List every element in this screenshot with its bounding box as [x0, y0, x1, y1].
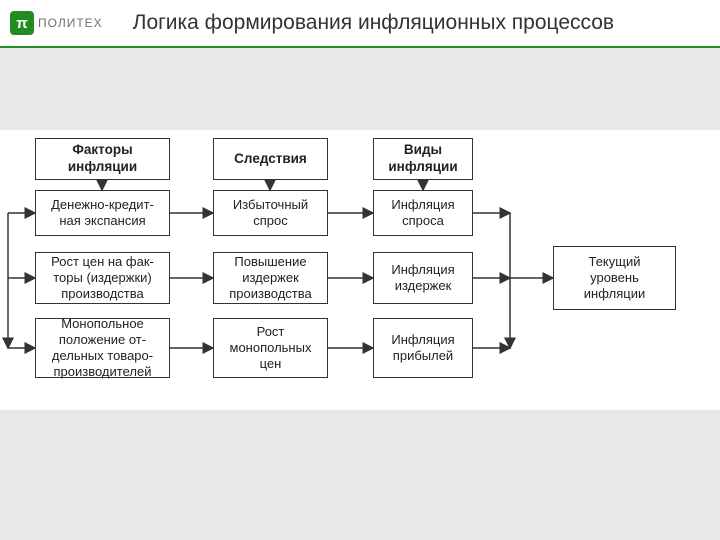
node-factor-costs: Рост цен на фак-торы (издержки)производс…	[35, 252, 170, 304]
node-current-inflation: Текущийуровеньинфляции	[553, 246, 676, 310]
node-factors-header: Факторы инфляции	[35, 138, 170, 180]
page-title: Логика формирования инфляционных процесс…	[133, 11, 614, 35]
node-conseq-monopoly: Ростмонопольныхцен	[213, 318, 328, 378]
node-conseq-costs: Повышениеиздержекпроизводства	[213, 252, 328, 304]
page-header: π ПОЛИТЕХ Логика формирования инфляционн…	[0, 0, 720, 48]
logo-text: ПОЛИТЕХ	[38, 16, 103, 30]
node-factor-monetary: Денежно-кредит-ная экспансия	[35, 190, 170, 236]
logo-pi-icon: π	[10, 11, 34, 35]
node-factor-monopoly: Монопольноеположение от-дельных товаро-п…	[35, 318, 170, 378]
node-type-profits: Инфляцияприбылей	[373, 318, 473, 378]
logo: π ПОЛИТЕХ	[10, 11, 103, 35]
node-type-costs: Инфляцияиздержек	[373, 252, 473, 304]
node-types-header: Виды инфляции	[373, 138, 473, 180]
node-conseq-demand: Избыточныйспрос	[213, 190, 328, 236]
diagram-panel: Факторы инфляции Следствия Виды инфляции…	[0, 130, 720, 410]
node-type-demand: Инфляцияспроса	[373, 190, 473, 236]
node-consequences-header: Следствия	[213, 138, 328, 180]
